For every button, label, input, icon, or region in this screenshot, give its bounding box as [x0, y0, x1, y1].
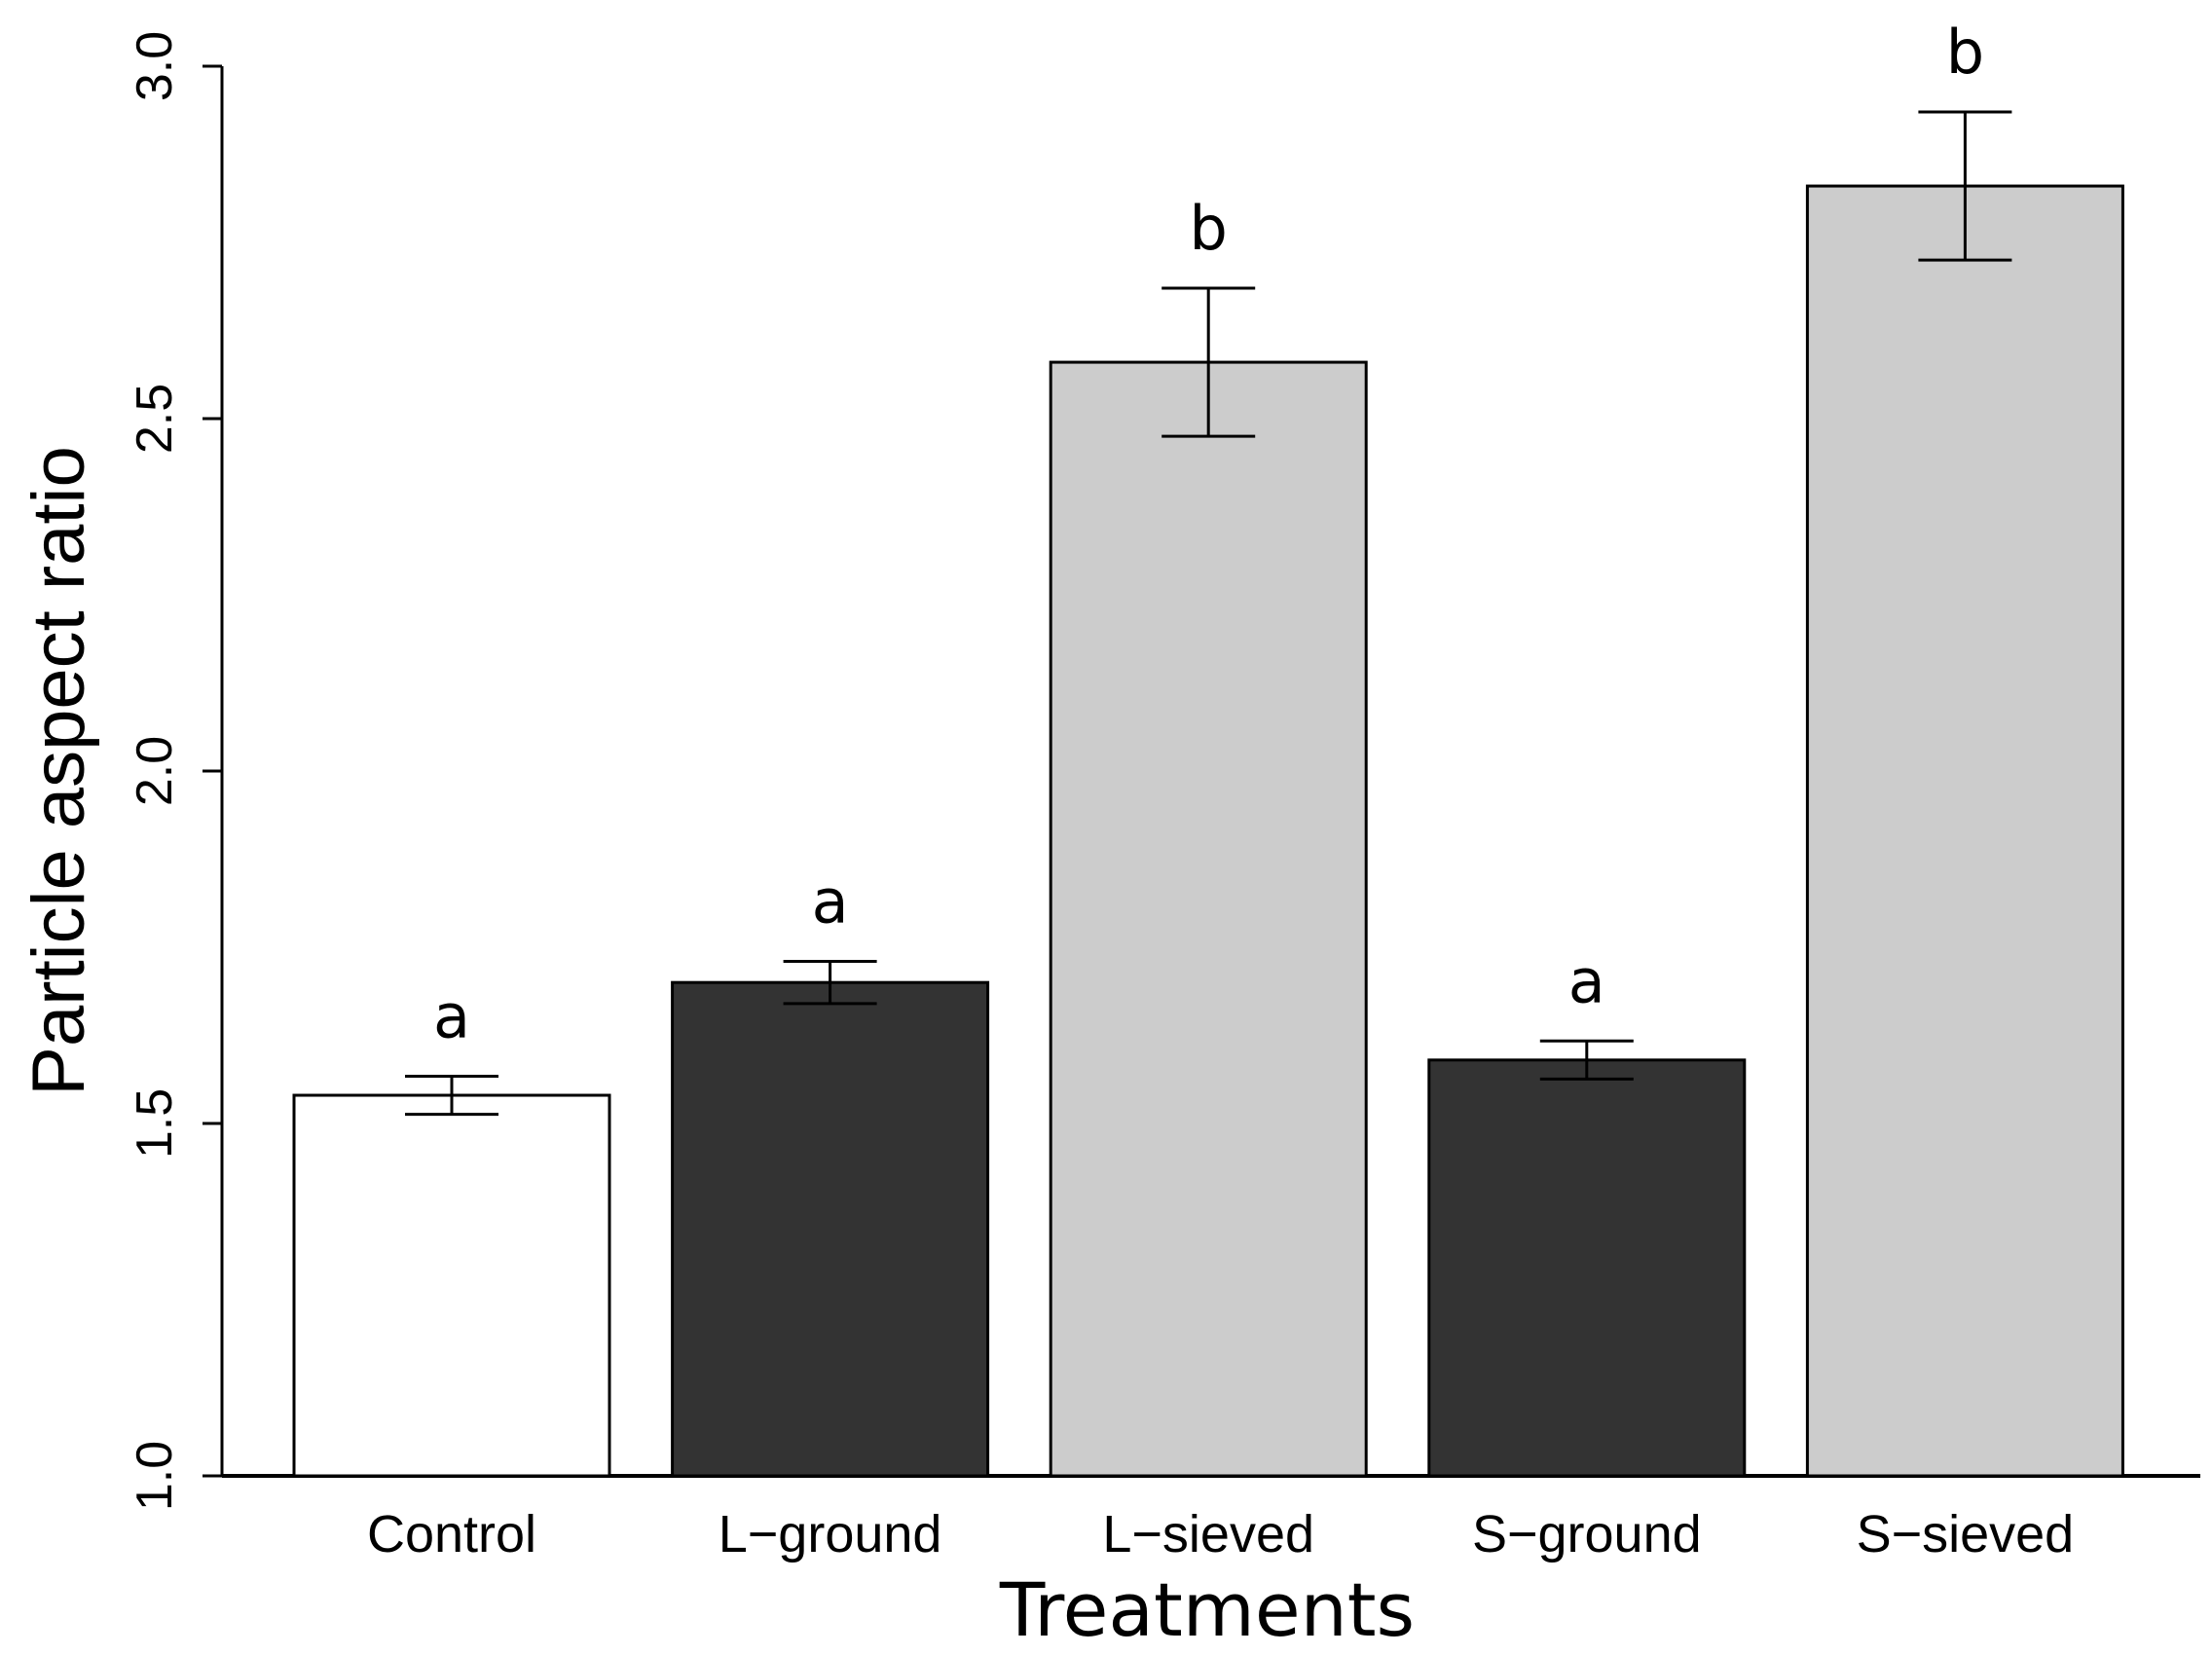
x-tick-label: L−sieved [1102, 1505, 1314, 1563]
x-tick-label: S−ground [1472, 1505, 1702, 1563]
significance-label: a [433, 980, 470, 1051]
significance-label: a [812, 865, 849, 937]
x-axis-title: Treatments [999, 1566, 1415, 1653]
bar [671, 980, 990, 1478]
y-axis-title: Particle aspect ratio [18, 446, 100, 1095]
bars [292, 184, 2124, 1478]
y-tick-label: 3.0 [127, 31, 183, 101]
error-bar [1539, 1039, 1634, 1081]
x-tick-label: S−sieved [1857, 1505, 2075, 1563]
x-tick-label: Control [367, 1505, 536, 1563]
y-tick-label: 2.0 [127, 736, 183, 806]
error-bar [1918, 110, 2012, 262]
y-tick-label: 1.0 [127, 1441, 183, 1511]
significance-label: b [1946, 17, 1984, 88]
bar [1805, 184, 2124, 1478]
bar [1427, 1058, 1747, 1478]
bar [1049, 360, 1368, 1478]
category-labels: Control L−ground L−sieved S−ground S−sieved [367, 1505, 2074, 1563]
error-bars [405, 110, 2012, 1117]
y-tick-label: 2.5 [127, 384, 183, 454]
significance-labels: a a b a b [433, 17, 1984, 1051]
error-bar [783, 959, 877, 1006]
bar [292, 1093, 611, 1478]
y-tick-label: 1.5 [127, 1088, 183, 1158]
significance-label: a [1568, 945, 1605, 1016]
error-bar [405, 1074, 498, 1117]
x-tick-label: L−ground [719, 1505, 942, 1563]
error-bar [1161, 286, 1256, 438]
significance-label: b [1190, 193, 1228, 264]
y-axis: 1.0 1.5 2.0 2.5 3.0 [127, 31, 224, 1511]
